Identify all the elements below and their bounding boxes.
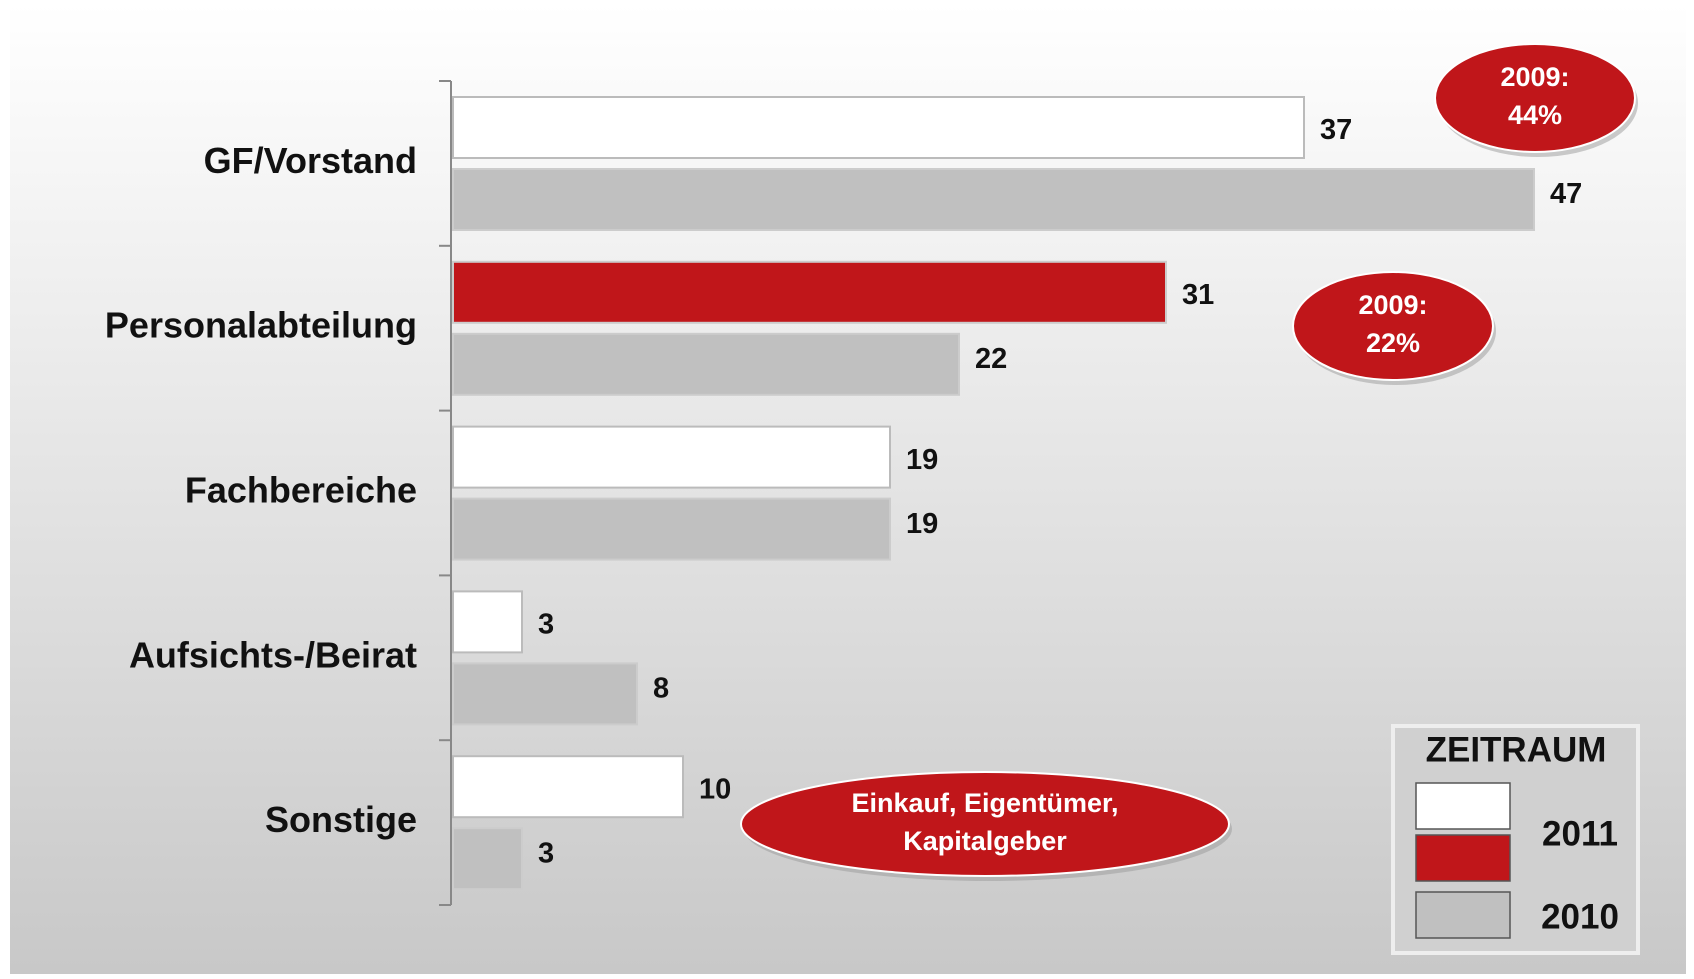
annotation-text: 44% (1508, 100, 1562, 130)
annotation-text: Einkauf, Eigentümer, (851, 788, 1118, 818)
bar (452, 590, 523, 654)
annotation-text: Kapitalgeber (903, 826, 1067, 856)
category-label: Fachbereiche (185, 470, 417, 511)
bar (452, 497, 891, 561)
data-label: 19 (906, 508, 938, 540)
annotation-text: 2009: (1358, 290, 1427, 320)
category-label: Personalabteilung (105, 305, 417, 346)
bar (452, 425, 891, 489)
legend-swatch (1415, 834, 1511, 882)
bar (452, 827, 523, 891)
data-label: 8 (653, 673, 669, 705)
category-label: GF/Vorstand (204, 140, 417, 181)
annotation-text: 22% (1366, 328, 1420, 358)
annotation-bubble (740, 771, 1230, 877)
category-label: Aufsichts-/Beirat (129, 634, 417, 675)
legend-swatch (1415, 891, 1511, 939)
data-label: 22 (975, 343, 1007, 375)
data-label: 19 (906, 444, 938, 476)
data-label: 3 (538, 609, 554, 641)
legend-label: 2010 (1541, 897, 1619, 936)
bar (452, 260, 1167, 324)
bar (452, 332, 960, 396)
category-label: Sonstige (265, 799, 417, 840)
annotation-bubble (1292, 271, 1494, 381)
data-label: 37 (1320, 114, 1352, 146)
bar (452, 96, 1305, 159)
data-label: 10 (699, 773, 731, 805)
data-label: 31 (1182, 279, 1214, 311)
bar (452, 168, 1535, 231)
legend-swatch (1415, 782, 1511, 830)
legend-title: ZEITRAUM (1426, 730, 1607, 769)
annotation-bubble (1434, 43, 1636, 153)
data-label: 47 (1550, 178, 1582, 210)
annotation-text: 2009: (1500, 62, 1569, 92)
bar (452, 755, 684, 819)
data-label: 3 (538, 837, 554, 869)
bar (452, 662, 638, 726)
legend-label: 2011 (1542, 814, 1618, 853)
